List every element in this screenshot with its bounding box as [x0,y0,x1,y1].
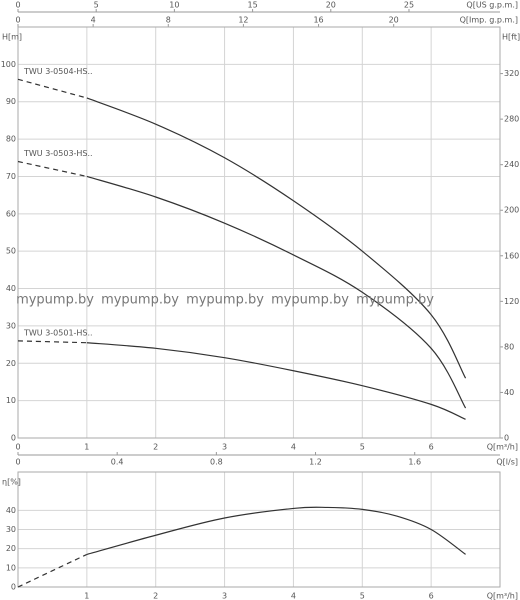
x-tick-label: 1 [84,443,89,452]
y2-tick-label: 80 [504,342,514,351]
y-tick-label: 100 [1,60,16,69]
y2-tick-label: 120 [504,297,519,306]
plot-frame [17,471,501,588]
x-tick-label: 20 [326,1,336,10]
plot-frame [17,26,501,439]
y-tick-label: 30 [6,321,16,330]
axis-title: Q[Imp. g.p.m.] [460,16,518,25]
y2-tick-label: 0 [504,434,509,443]
curve-extrapolated [17,553,88,588]
y-tick-label: 50 [6,247,16,256]
y-tick-label: 30 [6,525,16,534]
axis-title: Q[l/s] [496,458,518,467]
x-tick-label: 20 [389,16,399,25]
x-tick-label: 4 [291,443,296,452]
x-tick-label: 8 [166,16,171,25]
y2-axis-title: H[ft] [502,33,520,42]
y2-tick-label: 200 [504,206,519,215]
curve [86,506,466,555]
y-tick-label: 0 [11,583,16,592]
x-tick-label: 0.4 [111,458,124,467]
x-tick-label: 0.8 [210,458,223,467]
series-label: TWU 3-0504-HS.. [23,67,93,76]
watermark: mypump.by [356,293,434,308]
y2-tick-label: 240 [504,160,519,169]
axis-title: Q[US g.p.m.] [466,1,518,10]
x-axis-title: Q[m³/h] [487,592,518,600]
y-tick-label: 10 [6,396,16,405]
x-tick-label: 12 [238,16,248,25]
x-tick-label: 4 [291,592,296,600]
watermark: mypump.by [16,293,94,308]
curve-extrapolated [17,160,87,178]
curve-extrapolated [17,340,87,344]
x-tick-label: 1.6 [408,458,421,467]
x-tick-label: 1.2 [309,458,322,467]
x-tick-label: 3 [222,592,227,600]
x-tick-label: 4 [91,16,96,25]
curve [86,342,466,420]
y-tick-label: 10 [6,563,16,572]
curve-extrapolated [17,78,88,99]
y-tick-label: 70 [6,172,16,181]
x-tick-label: 2 [153,443,158,452]
series-label: TWU 3-0503-HS.. [23,149,93,158]
y-tick-label: 20 [6,544,16,553]
x-tick-label: 6 [429,592,434,600]
y-tick-label: 80 [6,135,16,144]
x-tick-label: 16 [313,16,323,25]
x-tick-label: 0 [15,1,20,10]
y-tick-label: 40 [6,284,16,293]
y-axis-title: η[%] [2,478,21,487]
y-tick-label: 0 [11,434,16,443]
x-tick-label: 5 [360,592,365,600]
y2-tick-label: 40 [504,388,514,397]
x-axis-title: Q[m³/h] [487,443,518,452]
y2-tick-label: 160 [504,251,519,260]
y2-tick-label: 320 [504,69,519,78]
y-axis-title: H[m] [2,33,22,42]
y2-tick-label: 280 [504,115,519,124]
x-tick-label: 6 [429,443,434,452]
y-tick-label: 20 [6,359,16,368]
y-tick-label: 40 [6,506,16,515]
y-tick-label: 90 [6,97,16,106]
x-tick-label: 1 [84,592,89,600]
watermark: mypump.by [101,293,179,308]
curve [86,175,467,409]
x-tick-label: 25 [404,1,414,10]
x-tick-label: 2 [153,592,158,600]
x-tick-label: 15 [247,1,257,10]
x-tick-label: 10 [169,1,179,10]
x-tick-label: 0 [15,458,20,467]
curve [86,97,467,379]
watermark: mypump.by [186,293,264,308]
watermark: mypump.by [271,293,349,308]
y-tick-label: 60 [6,209,16,218]
series-label: TWU 3-0501-HS.. [23,328,93,337]
x-tick-label: 0 [15,16,20,25]
x-tick-label: 0 [15,443,20,452]
x-tick-label: 3 [222,443,227,452]
x-tick-label: 5 [94,1,99,10]
x-tick-label: 5 [360,443,365,452]
